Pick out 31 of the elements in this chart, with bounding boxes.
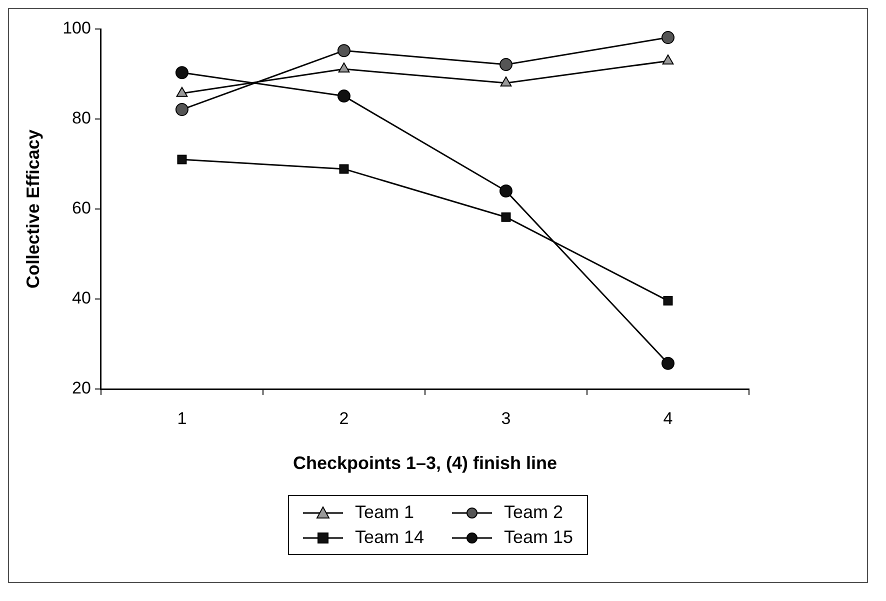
point (501, 212, 511, 222)
point (663, 296, 673, 306)
point (177, 154, 187, 164)
y-tick-label: 60 (72, 198, 91, 218)
legend-label: Team 1 (354, 502, 414, 523)
legend-label: Team 14 (354, 527, 424, 548)
point (176, 86, 188, 97)
point (499, 184, 512, 198)
point (175, 66, 188, 80)
legend-label: Team 2 (504, 502, 564, 523)
point (337, 90, 350, 103)
y-tick-label: 80 (72, 108, 91, 128)
y-tick-label: 20 (72, 378, 91, 398)
x-tick-label: 1 (177, 408, 187, 428)
point (499, 58, 512, 72)
x-tick-label: 2 (339, 408, 349, 428)
y-axis-title: Collective Efficacy (22, 129, 43, 289)
point (661, 31, 674, 44)
y-tick-label: 100 (62, 18, 91, 38)
point (500, 76, 512, 86)
x-tick-label: 3 (501, 408, 511, 428)
y-tick-label: 40 (72, 288, 91, 308)
point (175, 103, 188, 116)
legend-label: Team 15 (504, 527, 574, 548)
point (337, 44, 350, 58)
point (338, 62, 350, 73)
point (662, 54, 674, 64)
x-axis-title: Checkpoints 1–3, (4) finish line (292, 453, 558, 474)
x-tick-label: 4 (663, 408, 673, 428)
point (339, 164, 349, 174)
point (661, 356, 674, 370)
